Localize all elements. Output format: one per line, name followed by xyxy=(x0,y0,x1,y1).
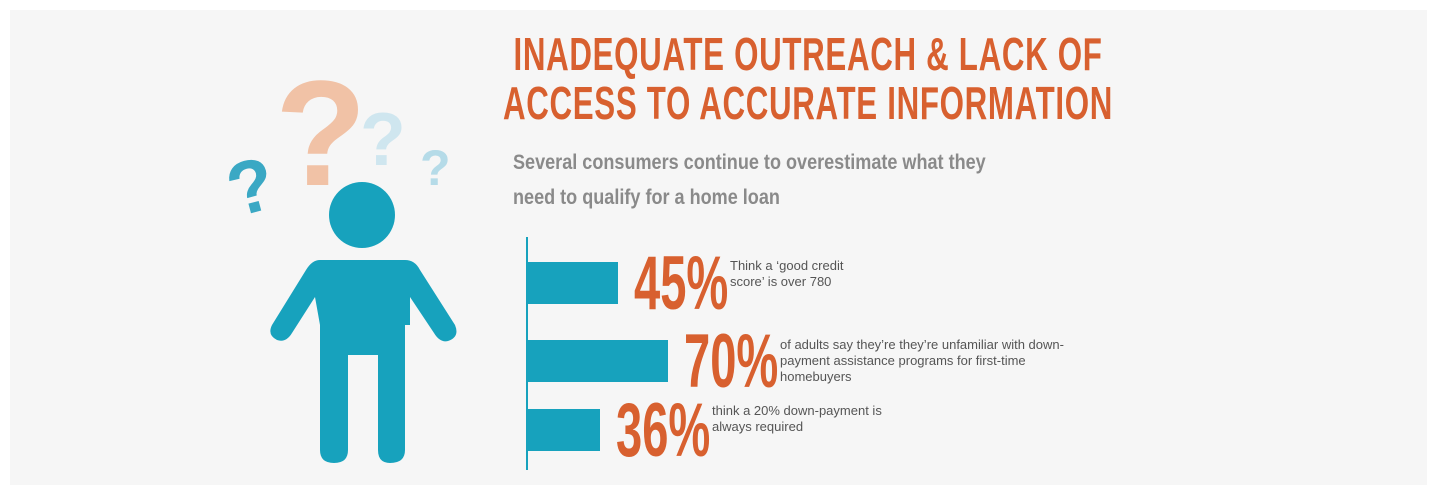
question-mark: ? xyxy=(360,97,406,181)
value-label: 36% xyxy=(616,387,711,473)
person-illustration: ? ? ? ? xyxy=(220,49,457,463)
bar xyxy=(528,340,668,382)
bar-row: 70% of adults say they’re they’re unfamil… xyxy=(528,319,1065,404)
chart-title: Inadequate Outreach & Lack of Access to … xyxy=(502,28,1114,129)
chart-subtitle: Several consumers continue to overestima… xyxy=(513,151,986,209)
category-label: think a 20% down-payment is always requi… xyxy=(712,403,882,434)
category-label: Think a ‘good credit score’ is over 780 xyxy=(730,258,844,289)
bar xyxy=(528,409,600,451)
bar xyxy=(528,262,618,304)
head xyxy=(329,182,395,248)
value-label: 45% xyxy=(634,240,729,326)
axis-line xyxy=(526,237,528,470)
body xyxy=(270,260,457,463)
panel xyxy=(10,10,1427,485)
question-mark: ? xyxy=(420,140,451,196)
bar-row: 45% Think a ‘good credit score’ is over 7… xyxy=(528,241,855,326)
category-label: of adults say they’re they’re unfamiliar… xyxy=(780,337,1064,384)
bar-row: 36% think a 20% down-payment is always re… xyxy=(528,388,897,473)
